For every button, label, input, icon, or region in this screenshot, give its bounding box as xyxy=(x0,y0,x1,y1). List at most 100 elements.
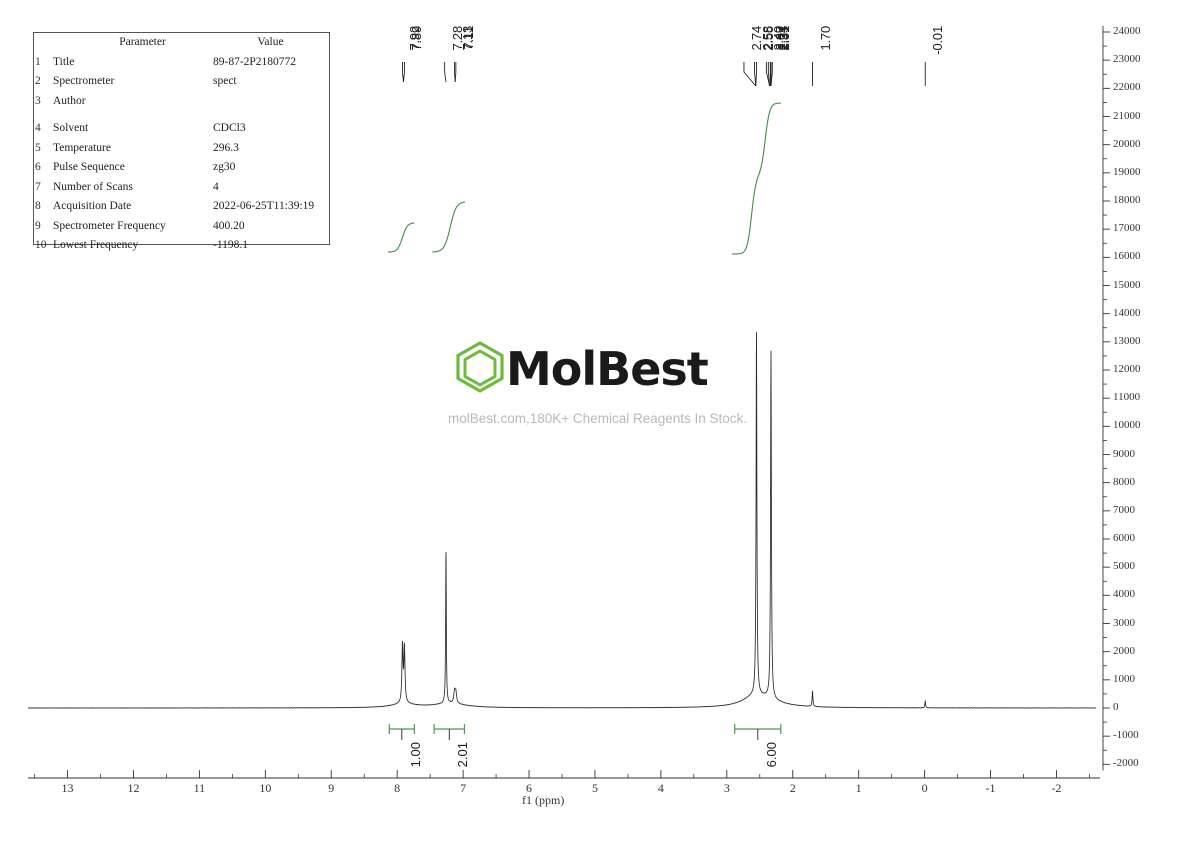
y-axis-tick-label: 18000 xyxy=(1113,194,1141,206)
spectrum-trace xyxy=(27,331,1097,709)
watermark: MolBest molBest.com,180K+ Chemical Reage… xyxy=(448,339,752,426)
x-axis-tick-label: 4 xyxy=(657,781,664,795)
peak-label: -0.01 xyxy=(930,26,946,55)
y-axis-tick-label: 0 xyxy=(1113,701,1119,713)
row-value: spect xyxy=(213,75,237,87)
y-axis-tick-label: 8000 xyxy=(1113,475,1135,488)
x-axis-tick-label: 6 xyxy=(526,781,533,795)
table-row: 8 Acquisition Date 2022-06-25T11:39:19 xyxy=(34,197,329,217)
integral-value-label: 6.00 xyxy=(763,742,779,768)
table-row: 4 Solvent CDCl3 xyxy=(34,119,329,139)
row-index: 3 xyxy=(35,94,41,107)
y-axis-tick-label: 20000 xyxy=(1113,137,1141,150)
row-value: 89-87-2P2180772 xyxy=(213,55,297,68)
row-value: zg30 xyxy=(213,161,236,173)
row-parameter: Pulse Sequence xyxy=(53,161,125,173)
y-axis-tick-label: -1000 xyxy=(1113,729,1139,742)
x-axis-tick-label: 10 xyxy=(259,781,272,795)
y-axis-tick-label: 11000 xyxy=(1113,391,1141,404)
y-axis-tick-label: 16000 xyxy=(1113,250,1141,263)
header-value: Value xyxy=(257,36,284,48)
y-axis xyxy=(1102,26,1110,771)
y-axis-tick-label: 6000 xyxy=(1113,532,1135,544)
y-axis-tick-label: 9000 xyxy=(1113,447,1135,460)
table-row: 9 Spectrometer Frequency 400.20 xyxy=(34,217,329,237)
x-axis-tick-label: 2 xyxy=(789,781,796,795)
row-index: 6 xyxy=(35,161,41,173)
x-axis-tick-label: -2 xyxy=(1051,781,1062,795)
table-row: 3 Author xyxy=(34,92,329,112)
peak-label: 2.31 xyxy=(777,26,793,51)
table-row: 6 Pulse Sequence zg30 xyxy=(34,158,329,178)
y-axis-tick-label: 14000 xyxy=(1113,306,1141,319)
row-parameter: Number of Scans xyxy=(53,180,133,193)
integral-value-label: 2.01 xyxy=(455,742,471,768)
y-axis-tick-label: 12000 xyxy=(1113,363,1141,375)
row-index: 7 xyxy=(35,180,41,193)
row-value: -1198.1 xyxy=(213,239,249,251)
integral-curves xyxy=(387,102,781,255)
parameter-table-grid: Parameter Value 1 Title 89-87-2P2180772 2 Sp… xyxy=(34,33,329,256)
header-parameter: Parameter xyxy=(119,36,166,48)
row-parameter: Solvent xyxy=(53,122,89,134)
x-axis-tick-label: -1 xyxy=(985,781,996,795)
y-axis-tick-label: 22000 xyxy=(1113,81,1141,94)
hexagon-icon xyxy=(452,339,508,400)
integral-brackets xyxy=(388,724,782,740)
y-axis-tick-label: 17000 xyxy=(1113,222,1141,235)
x-axis-title: f1 (ppm) xyxy=(522,793,565,807)
parameter-table-body: 1 Title 89-87-2P2180772 2 Spectrometer spect 3… xyxy=(34,53,329,256)
row-parameter: Acquisition Date xyxy=(53,200,132,212)
table-header-row: Parameter Value xyxy=(34,33,329,53)
table-row: 7 Number of Scans 4 xyxy=(34,178,329,198)
table-row: 2 Spectrometer spect xyxy=(34,72,329,92)
y-axis-tick-label: 15000 xyxy=(1113,278,1141,291)
x-axis-tick-label: 7 xyxy=(460,781,467,795)
row-parameter: Temperature xyxy=(53,141,111,154)
row-index: 9 xyxy=(35,219,41,232)
y-axis-tick-label: 21000 xyxy=(1113,109,1141,122)
row-index: 4 xyxy=(35,122,41,134)
peak-tick-lines xyxy=(402,62,926,87)
x-axis-tick-label: 12 xyxy=(127,781,140,795)
y-axis-tick-label: 24000 xyxy=(1113,25,1141,37)
x-axis-tick-label: 0 xyxy=(921,781,928,795)
table-row: 10 Lowest Frequency -1198.1 xyxy=(34,236,329,256)
row-parameter: Author xyxy=(53,94,86,107)
y-axis-tick-label: 5000 xyxy=(1113,560,1135,573)
row-value: CDCl3 xyxy=(213,122,246,134)
x-axis xyxy=(28,770,1100,779)
peak-label: 1.70 xyxy=(817,26,833,51)
watermark-brand: MolBest xyxy=(506,342,709,396)
x-axis-tick-label: 9 xyxy=(328,781,335,795)
y-axis-tick-label: 4000 xyxy=(1113,588,1135,601)
row-value: 400.20 xyxy=(213,219,245,232)
row-index: 10 xyxy=(35,239,47,251)
y-axis-tick-label: 3000 xyxy=(1113,616,1135,629)
row-index: 8 xyxy=(35,200,41,212)
y-axis-tick-label: 23000 xyxy=(1113,53,1141,66)
y-axis-tick-label: 1000 xyxy=(1113,672,1135,685)
table-row: 1 Title 89-87-2P2180772 xyxy=(34,53,329,73)
y-axis-tick-label: 13000 xyxy=(1113,334,1141,347)
table-row: 5 Temperature 296.3 xyxy=(34,139,329,159)
x-axis-tick-label: 1 xyxy=(855,781,862,795)
row-index: 5 xyxy=(35,141,41,154)
y-axis-tick-label: -2000 xyxy=(1113,757,1139,770)
row-index: 1 xyxy=(35,55,41,68)
parameter-table: Parameter Value 1 Title 89-87-2P2180772 2 Sp… xyxy=(33,32,330,251)
y-axis-tick-label: 10000 xyxy=(1113,419,1141,432)
x-axis-tick-label: 5 xyxy=(591,781,598,795)
x-axis-tick-label: 11 xyxy=(193,781,206,795)
row-value: 296.3 xyxy=(213,141,239,154)
x-axis-tick-label: 3 xyxy=(723,781,730,795)
row-value: 4 xyxy=(213,180,219,193)
x-axis-tick-label: 13 xyxy=(61,781,74,795)
y-axis-tick-label: 2000 xyxy=(1113,644,1135,657)
watermark-logo-row: MolBest xyxy=(452,339,752,400)
row-index: 2 xyxy=(35,75,41,87)
y-axis-tick-label: 7000 xyxy=(1113,503,1135,516)
x-axis-tick-label: 8 xyxy=(394,781,401,795)
